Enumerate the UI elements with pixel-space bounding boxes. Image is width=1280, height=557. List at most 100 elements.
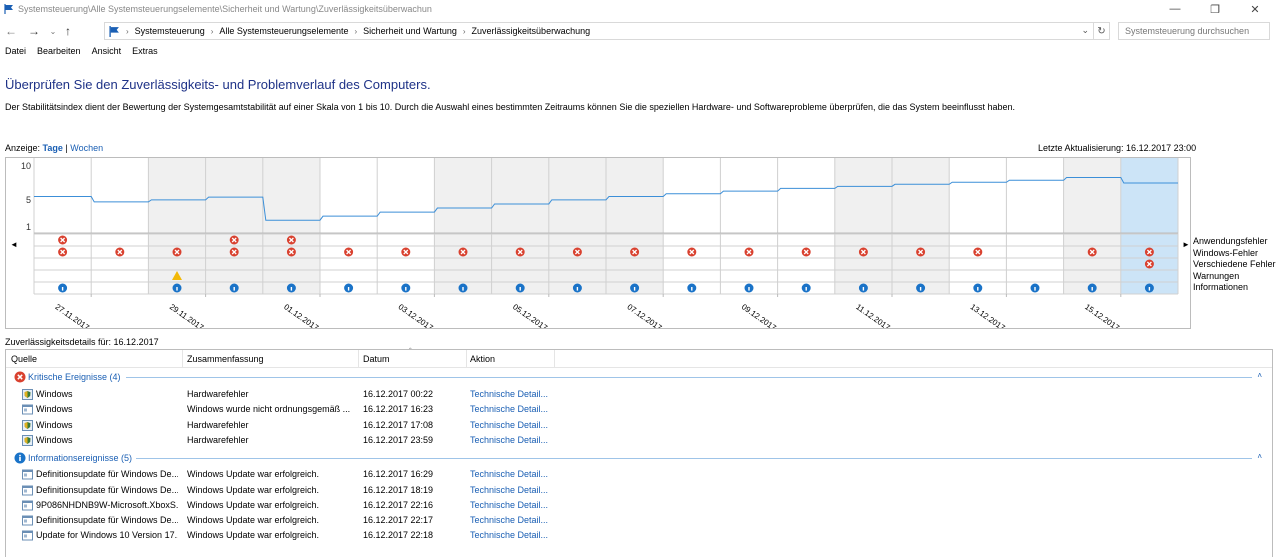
close-button[interactable]: ✕ (1250, 3, 1260, 16)
scroll-right-icon[interactable]: ► (1182, 240, 1190, 249)
error-icon-glyph (231, 237, 237, 243)
error-icon (14, 371, 26, 385)
column-header-source[interactable]: Quelle (11, 354, 38, 364)
breadcrumb-separator-icon[interactable]: › (462, 26, 466, 36)
menu-item-datei[interactable]: Datei (5, 46, 27, 56)
breadcrumb-separator-icon[interactable]: › (354, 26, 358, 36)
technical-details-link[interactable]: Technische Detail... (470, 484, 549, 495)
day-column[interactable] (720, 158, 778, 294)
y-tick-label: 10 (21, 161, 31, 171)
breadcrumb-separator-icon[interactable]: › (210, 26, 214, 36)
technical-details-link[interactable]: Technische Detail... (470, 389, 549, 399)
table-row[interactable]: Windows Windows wurde nicht ordnungsgemäß… (6, 402, 1272, 417)
day-column[interactable] (892, 158, 950, 294)
address-dropdown-icon[interactable]: ⌄ (1081, 25, 1089, 35)
minimize-button[interactable]: — (1169, 3, 1181, 15)
day-column[interactable] (606, 158, 664, 294)
info-icon-glyph (1091, 287, 1093, 291)
maximize-button[interactable]: ❐ (1210, 3, 1220, 16)
menu-item-ansicht[interactable]: Ansicht (91, 46, 122, 56)
x-tick-label: 13.12.2017 (969, 302, 1007, 328)
technical-details-link[interactable]: Technische Detail... (470, 515, 549, 526)
breadcrumb-item[interactable]: Zuverlässigkeitsüberwachung (471, 26, 591, 36)
technical-details-link[interactable]: Technische Detail... (470, 404, 549, 415)
sort-arrow-icon: ˆ (409, 347, 412, 356)
error-icon-glyph (746, 249, 752, 255)
scroll-left-icon[interactable]: ◄ (10, 240, 18, 249)
forward-button[interactable]: → (28, 24, 40, 38)
chart-legend: Anwendungsfehler Windows-Fehler Verschie… (1193, 236, 1276, 294)
day-column[interactable] (34, 158, 92, 294)
day-column[interactable] (320, 158, 378, 294)
info-icon-glyph (1148, 287, 1151, 291)
day-column[interactable] (491, 158, 549, 294)
technical-details-link[interactable]: Technische Detail... (470, 469, 549, 480)
search-input[interactable]: Systemsteuerung durchsuchen (1118, 22, 1270, 40)
day-column[interactable] (949, 158, 1007, 294)
column-header-date[interactable]: Datum (363, 354, 390, 364)
column-divider[interactable] (358, 350, 359, 368)
error-icon-glyph (1146, 249, 1152, 255)
stability-index-line (34, 177, 1178, 221)
day-column[interactable] (1063, 158, 1121, 294)
table-row[interactable]: Windows Hardwarefehler 16.12.2017 23:59 Tec… (6, 433, 1272, 448)
event-group-header[interactable]: Informationsereignisse (5) ˄ (6, 451, 1272, 465)
column-divider[interactable] (466, 350, 467, 368)
search-placeholder: Systemsteuerung durchsuchen (1125, 26, 1250, 36)
table-row[interactable]: Windows Hardwarefehler 16.12.2017 00:22 Tec… (6, 387, 1272, 402)
technical-details-link[interactable]: Technische Detail... (470, 499, 549, 510)
error-icon-glyph (689, 249, 695, 255)
day-column[interactable] (91, 158, 149, 294)
table-row[interactable]: 9P086NHDNB9W-Microsoft.XboxS... Windows U… (6, 498, 1272, 513)
breadcrumb-item[interactable]: Alle Systemsteuerungselemente (219, 26, 349, 36)
breadcrumb-item[interactable]: Systemsteuerung (134, 26, 205, 36)
last-update: Letzte Aktualisierung: 16.12.2017 23:00 (1038, 143, 1197, 153)
day-column[interactable] (205, 158, 263, 294)
error-icon-glyph (1089, 249, 1095, 255)
column-divider[interactable] (182, 350, 183, 368)
table-row[interactable]: Definitionsupdate für Windows De... Windo… (6, 513, 1272, 528)
menu-item-extras[interactable]: Extras (132, 46, 158, 56)
event-group-title: Informationsereignisse (5) (28, 453, 133, 464)
technical-details-link[interactable]: Technische Detail... (470, 419, 549, 430)
view-days-link[interactable]: Tage (42, 143, 63, 153)
address-bar[interactable]: › Systemsteuerung › Alle Systemsteuerung… (104, 22, 1094, 40)
flag-icon (109, 25, 119, 37)
breadcrumb-item[interactable]: Sicherheit und Wartung (363, 26, 457, 36)
table-row[interactable]: Update for Windows 10 Version 17... Windo… (6, 528, 1272, 543)
technical-details-link[interactable]: Technische Detail... (470, 530, 549, 541)
technical-details-link[interactable]: Technische Detail... (470, 434, 549, 445)
table-row[interactable]: Definitionsupdate für Windows De... Windo… (6, 483, 1272, 498)
day-column[interactable] (1006, 158, 1064, 294)
day-column[interactable] (262, 158, 320, 294)
day-column[interactable] (1120, 158, 1178, 294)
title-bar: Systemsteuerung\Alle Systemsteuerungsele… (0, 0, 1280, 18)
table-row[interactable]: Windows Hardwarefehler 16.12.2017 17:08 Tec… (6, 418, 1272, 433)
x-tick-label: 15.12.2017 (1083, 302, 1121, 328)
view-weeks-link[interactable]: Wochen (70, 143, 104, 153)
refresh-button[interactable]: ↻ (1094, 22, 1110, 40)
info-icon-glyph (462, 287, 464, 291)
collapse-chevron-icon[interactable]: ˄ (1257, 452, 1262, 462)
up-button[interactable]: ↑ (65, 24, 71, 38)
recent-locations-chevron-icon[interactable]: ⌄ (49, 26, 57, 36)
reliability-chart[interactable]: 10 5 1 27.11.2017 29.11.2017 01.12.2017 03.12.… (5, 157, 1191, 333)
column-header-summary[interactable]: Zusammenfassung (187, 354, 264, 364)
day-column[interactable] (434, 158, 492, 294)
day-column[interactable] (777, 158, 835, 294)
table-row[interactable]: Definitionsupdate für Windows De... Windo… (6, 467, 1272, 482)
event-group-header[interactable]: Kritische Ereignisse (4) ˄ (6, 370, 1272, 384)
day-column[interactable] (548, 158, 606, 294)
menu-item-bearbeiten[interactable]: Bearbeiten (37, 46, 81, 56)
day-column[interactable] (663, 158, 721, 294)
reliability-chart-svg[interactable]: 10 5 1 27.11.2017 29.11.2017 01.12.2017 03.12.… (6, 158, 1190, 333)
cell-date: 16.12.2017 16:23 (363, 404, 434, 415)
address-bar-row: ← → ⌄ ↑ › Systemsteuerung › Alle Systems… (0, 20, 1280, 42)
back-button[interactable]: ← (5, 24, 17, 38)
collapse-chevron-icon[interactable]: ˄ (1257, 371, 1262, 380)
column-divider[interactable] (554, 350, 555, 368)
day-column[interactable] (834, 158, 892, 294)
column-header-action[interactable]: Aktion (470, 354, 496, 364)
day-column[interactable] (377, 158, 435, 294)
info-icon-glyph (633, 287, 636, 291)
